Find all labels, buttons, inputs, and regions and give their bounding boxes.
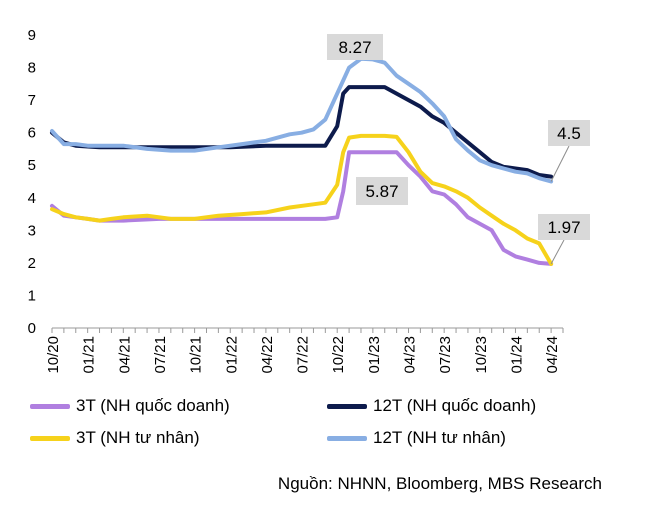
annotation-box	[538, 214, 590, 240]
legend-swatch-3t-private	[30, 435, 70, 441]
x-tick-label: 04/23	[402, 336, 419, 374]
legend-swatch-3t-state	[30, 403, 70, 409]
x-tick-label: 10/20	[45, 336, 62, 374]
y-tick-label: 3	[28, 222, 36, 239]
legend-swatch-12t-private	[327, 435, 367, 441]
series-line-1	[50, 85, 554, 179]
legend-item-3t-state: 3T (NH quốc doanh)	[30, 396, 230, 416]
source-note: Nguồn: NHNN, Bloomberg, MBS Research	[277, 474, 602, 493]
legend-label-3t-state: 3T (NH quốc doanh)	[76, 396, 230, 415]
x-tick-label: 01/21	[81, 336, 98, 374]
y-tick-label: 0	[28, 320, 36, 337]
y-tick-label: 4	[28, 190, 36, 207]
series-layer	[50, 56, 554, 266]
y-tick-label: 2	[28, 255, 36, 272]
legend-item-12t-private: 12T (NH tư nhân)	[327, 428, 506, 448]
annotation-box	[327, 34, 383, 60]
y-tick-label: 8	[28, 60, 36, 77]
y-tick-label: 9	[28, 27, 36, 44]
annotations-layer: 8.27 5.87 4.5 1.97	[327, 34, 590, 265]
y-axis-ticks: 0 1 2 3 4 5 6 7 8 9	[28, 27, 36, 337]
x-tick-label: 10/21	[188, 336, 205, 374]
y-tick-label: 5	[28, 157, 36, 174]
x-axis: 10/20 01/21 04/21 07/21 10/21 01/22 04/22 07/22…	[45, 327, 564, 374]
x-tick-label: 01/23	[366, 336, 383, 374]
legend-item-12t-state: 12T (NH quốc doanh)	[327, 396, 536, 416]
annotation-label: 5.87	[365, 182, 398, 201]
annotation-box	[356, 177, 408, 205]
annotation-label: 1.97	[547, 218, 580, 237]
annotation-leader	[550, 145, 570, 182]
series-line-0	[50, 150, 554, 266]
y-tick-label: 1	[28, 287, 36, 304]
y-tick-label: 7	[28, 92, 36, 109]
x-tick-label: 07/23	[437, 336, 454, 374]
legend-item-3t-private: 3T (NH tư nhân)	[30, 428, 200, 448]
legend-label-12t-state: 12T (NH quốc doanh)	[373, 396, 537, 415]
x-tick-label: 10/23	[473, 336, 490, 374]
legend-label-12t-private: 12T (NH tư nhân)	[373, 428, 506, 447]
annotation-label: 4.5	[557, 124, 581, 143]
series-line-3	[50, 56, 554, 184]
x-tick-label: 01/24	[508, 336, 525, 374]
annotation-label: 8.27	[338, 38, 371, 57]
series-line-2	[50, 133, 554, 266]
x-tick-label: 04/21	[116, 336, 133, 374]
x-tick-label: 07/21	[152, 336, 169, 374]
x-tick-label: 04/22	[259, 336, 276, 374]
legend-label-3t-private: 3T (NH tư nhân)	[76, 428, 200, 447]
annotation-leader	[550, 239, 565, 265]
x-tick-label: 10/22	[330, 336, 347, 374]
x-tick-label: 04/24	[544, 336, 561, 374]
x-tick-label: 07/22	[295, 336, 312, 374]
x-tick-label: 01/22	[223, 336, 240, 374]
legend-swatch-12t-state	[327, 403, 367, 409]
annotation-box	[548, 120, 590, 146]
y-tick-label: 6	[28, 125, 36, 142]
